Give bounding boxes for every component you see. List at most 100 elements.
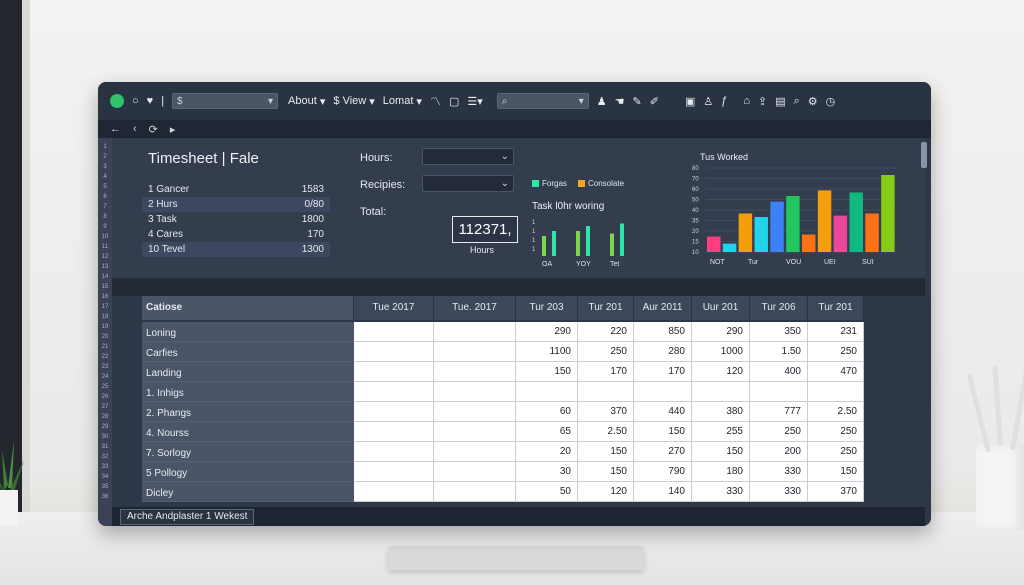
column-header[interactable]: Tur 203 [516, 296, 578, 320]
column-header[interactable]: Aur 2011 [634, 296, 692, 320]
table-cell[interactable] [634, 382, 692, 402]
table-cell[interactable] [434, 362, 516, 382]
heart-icon[interactable]: ♥ [146, 95, 154, 107]
table-cell[interactable]: 1000 [692, 342, 750, 362]
row-label[interactable]: 7. Sorlogy [142, 442, 354, 462]
table-cell[interactable]: 150 [516, 362, 578, 382]
table-cell[interactable] [354, 382, 434, 402]
table-cell[interactable]: 60 [516, 402, 578, 422]
table-cell[interactable]: 250 [808, 422, 864, 442]
settings-icon[interactable]: ⚙ [807, 95, 818, 108]
table-cell[interactable]: 350 [750, 322, 808, 342]
table-cell[interactable] [808, 382, 864, 402]
chevron-left-icon[interactable]: ‹ [133, 123, 137, 135]
edit-icon[interactable]: ✎ [632, 95, 642, 108]
back-arrow-icon[interactable]: ← [110, 123, 121, 135]
table-cell[interactable]: 330 [750, 482, 808, 502]
row-label[interactable]: Landing [142, 362, 354, 382]
table-cell[interactable] [354, 442, 434, 462]
table-cell[interactable] [516, 382, 578, 402]
table-cell[interactable] [578, 382, 634, 402]
table-cell[interactable]: 270 [634, 442, 692, 462]
clock-icon[interactable]: ◷ [825, 95, 836, 108]
table-cell[interactable]: 2.50 [578, 422, 634, 442]
summary-row[interactable]: 1 Gancer 1583 [148, 184, 324, 195]
table-cell[interactable] [434, 482, 516, 502]
row-label[interactable]: Carfies [142, 342, 354, 362]
menu-lomat[interactable]: Lomat ▾ [382, 95, 422, 108]
row-label[interactable]: 5 Pollogy [142, 462, 354, 482]
table-cell[interactable] [434, 422, 516, 442]
table-cell[interactable] [434, 342, 516, 362]
home-icon[interactable]: ⌂ [743, 95, 750, 107]
table-cell[interactable]: 290 [692, 322, 750, 342]
table-cell[interactable] [434, 382, 516, 402]
table-cell[interactable]: 790 [634, 462, 692, 482]
table-cell[interactable]: 150 [578, 462, 634, 482]
table-cell[interactable]: 140 [634, 482, 692, 502]
save-icon[interactable]: ▤ [775, 95, 786, 108]
summary-row[interactable]: 3 Task 1800 [148, 214, 324, 225]
table-cell[interactable]: 470 [808, 362, 864, 382]
chart-tool-icon[interactable]: 〽 [429, 96, 441, 108]
app-logo-icon[interactable] [110, 94, 124, 108]
list-icon[interactable]: ☰▾ [467, 95, 483, 108]
table-cell[interactable]: 290 [516, 322, 578, 342]
table-cell[interactable]: 850 [634, 322, 692, 342]
column-header[interactable]: Tur 201 [578, 296, 634, 320]
menu-about[interactable]: About ▾ [288, 95, 326, 108]
table-cell[interactable]: 120 [692, 362, 750, 382]
user-icon[interactable]: ♟ [596, 95, 607, 108]
table-cell[interactable]: 250 [750, 422, 808, 442]
table-cell[interactable] [434, 322, 516, 342]
table-cell[interactable]: 220 [578, 322, 634, 342]
row-label[interactable]: 1. Inhigs [142, 382, 354, 402]
search-icon[interactable]: ⌕ [793, 94, 800, 107]
user-icon[interactable]: ♙ [703, 95, 714, 108]
table-cell[interactable] [434, 442, 516, 462]
table-cell[interactable]: 250 [808, 442, 864, 462]
table-cell[interactable]: 777 [750, 402, 808, 422]
column-header[interactable]: Catiose [142, 296, 354, 320]
table-cell[interactable]: 231 [808, 322, 864, 342]
table-cell[interactable]: 1.50 [750, 342, 808, 362]
table-cell[interactable]: 200 [750, 442, 808, 462]
table-cell[interactable]: 380 [692, 402, 750, 422]
row-label[interactable]: 2. Phangs [142, 402, 354, 422]
circle-icon[interactable]: ○ [132, 95, 139, 107]
table-cell[interactable]: 2.50 [808, 402, 864, 422]
table-cell[interactable] [750, 382, 808, 402]
table-cell[interactable] [354, 422, 434, 442]
table-cell[interactable] [354, 322, 434, 342]
table-cell[interactable]: 150 [808, 462, 864, 482]
summary-row[interactable]: 10 Tevel 1300 [142, 242, 330, 257]
table-cell[interactable]: 170 [578, 362, 634, 382]
table-cell[interactable]: 280 [634, 342, 692, 362]
table-cell[interactable]: 440 [634, 402, 692, 422]
table-cell[interactable] [434, 402, 516, 422]
table-cell[interactable]: 170 [634, 362, 692, 382]
table-cell[interactable]: 400 [750, 362, 808, 382]
table-cell[interactable]: 20 [516, 442, 578, 462]
print-icon[interactable]: ▣ [684, 95, 696, 108]
table-cell[interactable]: 120 [578, 482, 634, 502]
table-cell[interactable]: 65 [516, 422, 578, 442]
hours-select[interactable]: ⌄ [422, 148, 514, 165]
scrollbar-thumb[interactable] [921, 142, 927, 168]
table-cell[interactable]: 255 [692, 422, 750, 442]
table-cell[interactable]: 330 [750, 462, 808, 482]
comment-icon[interactable]: ▢ [448, 95, 460, 108]
table-cell[interactable] [354, 482, 434, 502]
row-label[interactable]: Dicley [142, 482, 354, 502]
summary-row[interactable]: 4 Cares 170 [148, 229, 324, 240]
table-cell[interactable]: 30 [516, 462, 578, 482]
column-header[interactable]: Tue. 2017 [434, 296, 516, 320]
summary-row[interactable]: 2 Hurs 0/80 [142, 197, 330, 212]
column-header[interactable]: Tur 206 [750, 296, 808, 320]
table-cell[interactable]: 180 [692, 462, 750, 482]
hand-icon[interactable]: ☚ [614, 95, 625, 108]
search-input[interactable]: ⌕ ▾ [496, 93, 589, 109]
table-cell[interactable]: 250 [578, 342, 634, 362]
table-cell[interactable]: 370 [808, 482, 864, 502]
table-cell[interactable] [354, 462, 434, 482]
